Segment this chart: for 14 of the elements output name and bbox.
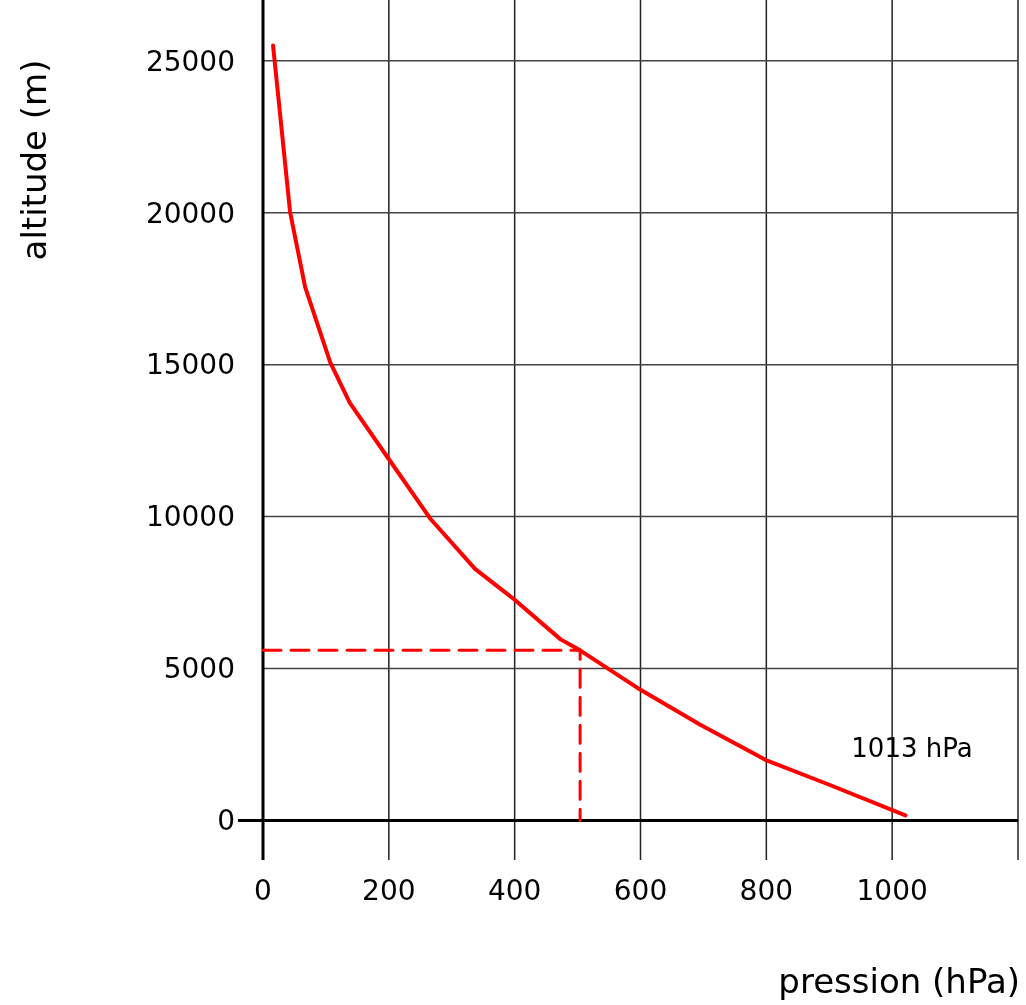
y-tick-label: 10000	[145, 500, 235, 534]
y-tick-label: 20000	[145, 196, 235, 230]
y-tick-label: 15000	[145, 348, 235, 382]
y-tick-label: 25000	[145, 44, 235, 78]
x-tick-label: 0	[254, 874, 272, 907]
x-tick-label: 400	[487, 874, 542, 907]
y-tick-label: 5000	[163, 652, 235, 686]
x-axis-title: pression (hPa)	[778, 961, 1020, 1001]
y-tick-label: 0	[217, 804, 235, 838]
y-axis-title: altitude (m)	[14, 59, 54, 261]
x-tick-label: 200	[362, 874, 416, 907]
x-tick-label: 800	[739, 874, 794, 907]
x-tick-label: 1000	[856, 874, 928, 907]
x-tick-label: 600	[613, 874, 668, 907]
